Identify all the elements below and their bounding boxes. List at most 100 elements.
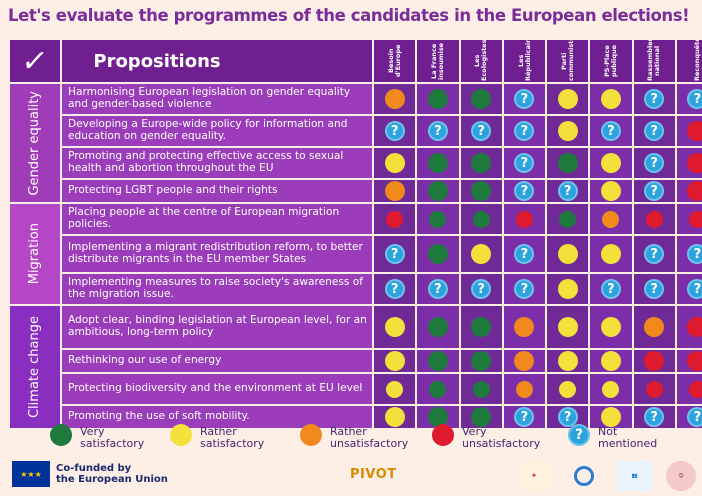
legend-item: ? Not mentioned [568, 424, 657, 450]
rating-yellow-dot [600, 89, 621, 109]
rating-orange-dot [514, 351, 535, 371]
rating-cell: ? [676, 236, 702, 272]
proposition-text: Protecting biodiversity and the environm… [62, 374, 372, 404]
rating-blue-dot: ? [514, 244, 535, 264]
rating-orange-dot [602, 210, 620, 228]
rating-cell [547, 306, 589, 348]
rating-cell [547, 236, 589, 272]
rating-cell [547, 204, 589, 234]
rating-cell [590, 374, 632, 404]
rating-cell [633, 350, 675, 372]
legend-label: Very satisfactory [80, 425, 145, 451]
rating-cell [417, 374, 459, 404]
rating-blue-dot: ? [514, 181, 535, 201]
rating-blue-dot: ? [644, 121, 665, 141]
proposition-text: Protecting LGBT people and their rights [62, 180, 372, 202]
rating-blue-dot: ? [687, 244, 702, 264]
rating-yellow-dot [471, 244, 492, 264]
rating-cell [460, 204, 502, 234]
rating-green-dot [429, 380, 447, 398]
rating-cell [547, 374, 589, 404]
rating-green-dot [427, 351, 448, 371]
rating-yellow-dot [557, 89, 578, 109]
rating-blue-dot: ? [557, 181, 578, 201]
proposition-text: Promoting and protecting effective acces… [62, 148, 372, 178]
eu-flag-icon: ★★★ [12, 461, 50, 487]
rating-green-dot [429, 210, 447, 228]
rating-blue-dot: ? [427, 279, 448, 299]
rating-cell: ? [547, 406, 589, 428]
rating-cell [503, 374, 545, 404]
eu-cofunding: ★★★ Co-funded by the European Union [12, 461, 168, 487]
rating-blue-dot: ? [384, 244, 405, 264]
proposition-text: Developing a Europe-wide policy for info… [62, 116, 372, 146]
rating-green-dot [559, 210, 577, 228]
legend-label: Rather unsatisfactory [330, 425, 409, 451]
rating-red-dot [644, 351, 665, 371]
legend-item: Very unsatisfactory [432, 424, 540, 450]
rating-blue-dot: ? [644, 279, 665, 299]
rating-blue-dot: ? [644, 407, 665, 427]
rating-red-dot [687, 121, 702, 141]
rating-yellow-dot [602, 380, 620, 398]
rating-red-dot [515, 210, 533, 228]
rating-green-dot [471, 89, 492, 109]
rating-red-dot [687, 153, 702, 173]
rating-yellow-dot [557, 279, 578, 299]
eu-text-line2: the European Union [56, 474, 168, 485]
legend-label: Very unsatisfactory [462, 425, 541, 451]
rating-blue-dot: ? [644, 89, 665, 109]
rating-cell: ? [374, 274, 416, 304]
partner-logo: 👥 [617, 461, 653, 491]
rating-blue-dot: ? [471, 121, 492, 141]
rating-blue-dot: ? [687, 279, 702, 299]
legend-item: Rather satisfactory [170, 424, 264, 450]
rating-cell [590, 306, 632, 348]
rating-blue-dot: ? [514, 153, 535, 173]
header-corner: ✓ [10, 40, 60, 82]
rating-orange-dot [384, 89, 405, 109]
rating-yellow-dot [384, 153, 405, 173]
rating-cell: ? [633, 180, 675, 202]
rating-cell [547, 148, 589, 178]
rating-cell [374, 374, 416, 404]
legend-blue-dot: ? [568, 424, 590, 446]
partner-logo: ☺ [666, 461, 696, 491]
rating-blue-dot: ? [384, 121, 405, 141]
party-header: Parti communiste [547, 40, 589, 82]
rating-cell: ? [460, 116, 502, 146]
rating-cell [460, 350, 502, 372]
rating-orange-dot [384, 181, 405, 201]
rating-blue-dot: ? [600, 279, 621, 299]
rating-cell: ? [503, 148, 545, 178]
partner-logo [568, 461, 600, 491]
party-header: Besoin d'Europe [374, 40, 416, 82]
group-gender-equality: Gender equality [10, 84, 60, 202]
rating-cell: ? [547, 180, 589, 202]
rating-yellow-dot [384, 317, 405, 337]
rating-cell [374, 406, 416, 428]
rating-cell [460, 236, 502, 272]
rating-yellow-dot [600, 351, 621, 371]
rating-green-dot [471, 407, 492, 427]
rating-orange-dot [515, 380, 533, 398]
rating-cell [547, 274, 589, 304]
rating-blue-dot: ? [600, 121, 621, 141]
rating-cell [417, 236, 459, 272]
legend-green-dot [50, 424, 72, 446]
rating-cell [417, 180, 459, 202]
rating-yellow-dot [384, 351, 405, 371]
legend-yellow-dot [170, 424, 192, 446]
proposition-text: Adopt clear, binding legislation at Euro… [62, 306, 372, 348]
rating-green-dot [471, 181, 492, 201]
rating-yellow-dot [557, 351, 578, 371]
group-climate-change: Climate change [10, 306, 60, 428]
rating-cell: ? [503, 84, 545, 114]
rating-cell [417, 204, 459, 234]
rating-cell: ? [503, 236, 545, 272]
rating-cell [417, 406, 459, 428]
rating-cell [590, 350, 632, 372]
party-header: Reconquête [676, 40, 702, 82]
group-migration: Migration [10, 204, 60, 304]
rating-red-dot [687, 351, 702, 371]
